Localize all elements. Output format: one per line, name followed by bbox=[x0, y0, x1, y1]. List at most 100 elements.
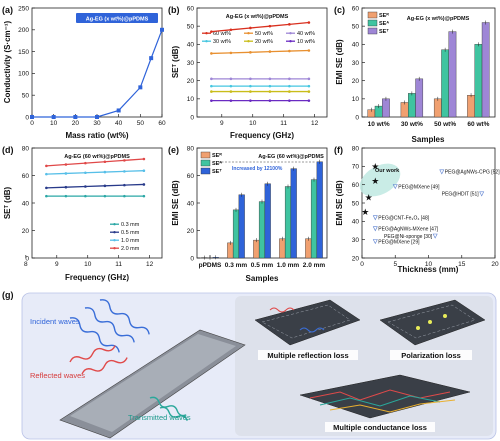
bar-c bbox=[481, 22, 490, 118]
x-tick-label-d: 10 bbox=[84, 261, 92, 268]
x-axis-label-a: Mass ratio (wt%) bbox=[65, 131, 128, 140]
bar-c bbox=[433, 98, 442, 118]
series-point-b bbox=[210, 90, 213, 93]
bar-e bbox=[238, 194, 245, 259]
bar-e bbox=[305, 238, 312, 259]
reflection-illustration bbox=[254, 299, 361, 346]
legend-title-e: Ag-EG (60 wt%)@pPDMS bbox=[258, 154, 324, 160]
series-line-b bbox=[211, 49, 309, 55]
series-point-d bbox=[123, 183, 126, 187]
y-axis-label-d: SEᵀ (dB) bbox=[3, 186, 12, 219]
series-point-d bbox=[103, 194, 107, 198]
series-point-b bbox=[268, 24, 272, 28]
y-tick-label-e: 60 bbox=[187, 173, 195, 180]
x-tick-label-a: 40 bbox=[115, 120, 123, 127]
bar-e bbox=[279, 238, 286, 259]
x-tick-label-d: 9 bbox=[55, 261, 59, 268]
series-point-b bbox=[229, 90, 233, 93]
our-work-highlight bbox=[359, 163, 401, 197]
series-point-b bbox=[210, 52, 213, 55]
our-work-star: ★ bbox=[371, 161, 379, 171]
x-tick-label-a: 30 bbox=[93, 120, 101, 127]
reference-point bbox=[372, 215, 378, 221]
legend-marker-b bbox=[247, 32, 250, 35]
conductivity-point bbox=[138, 85, 143, 90]
x-axis-label-b: Frequency (GHz) bbox=[230, 131, 294, 140]
bar-e bbox=[310, 179, 318, 259]
series-point-b bbox=[210, 84, 213, 88]
series-point-d bbox=[45, 186, 48, 190]
legend-label-b: 60 wt% bbox=[213, 31, 231, 37]
legend-label-e: SEᵀ bbox=[212, 168, 222, 175]
legend-label-c: SEᵀ bbox=[379, 28, 389, 35]
bar-c bbox=[382, 98, 390, 118]
x-tick-label-b: 9 bbox=[220, 120, 224, 127]
annotation-e: Increased by 12100% bbox=[232, 166, 283, 172]
plot-frame-d bbox=[31, 147, 163, 259]
y-axis-label-f: EMI SE (dB) bbox=[335, 180, 344, 226]
bar-e bbox=[316, 161, 323, 259]
bar-e bbox=[258, 201, 266, 259]
y-axis-label-e: EMI SE (dB) bbox=[171, 180, 180, 226]
y-tick-label-c: 10 bbox=[352, 96, 360, 103]
series-point-b bbox=[288, 23, 291, 26]
our-work-star: ★ bbox=[361, 207, 369, 217]
series-point-b bbox=[307, 90, 311, 93]
panel-letter-c: (c) bbox=[334, 5, 345, 15]
legend-swatch-e bbox=[200, 159, 211, 167]
our-work-label: Our work bbox=[375, 168, 400, 174]
legend-box-a bbox=[76, 13, 158, 23]
series-point-b bbox=[229, 28, 233, 32]
series-point-b bbox=[249, 51, 252, 54]
conductance-loss-label: Multiple conductance loss bbox=[333, 423, 427, 432]
bar-e bbox=[227, 242, 234, 259]
legend-label-b: 30 wt% bbox=[213, 39, 231, 45]
series-point-b bbox=[288, 77, 291, 81]
bar-c bbox=[448, 31, 457, 118]
series-point-b bbox=[268, 84, 272, 88]
y-tick-label-b: 50 bbox=[187, 23, 195, 30]
series-point-b bbox=[268, 99, 272, 102]
legend-swatch-c bbox=[367, 19, 378, 27]
reference-label: PEG@AgNWs-CPG [52] bbox=[445, 170, 500, 176]
conductivity-point bbox=[160, 27, 164, 32]
series-line-b bbox=[211, 21, 309, 33]
panel-letter-e: (e) bbox=[168, 145, 179, 155]
category-label-c: 60 wt% bbox=[467, 121, 489, 128]
y-tick-label-c: 50 bbox=[352, 23, 360, 30]
legend-label-b: 20 wt% bbox=[255, 39, 273, 45]
y-tick-label-e: 40 bbox=[187, 200, 195, 207]
y-tick-label-e: 20 bbox=[187, 228, 195, 235]
x-tick-label-f: 5 bbox=[393, 261, 397, 268]
x-axis-label-f: Thickness (mm) bbox=[398, 265, 459, 274]
series-point-b bbox=[229, 51, 233, 55]
legend-marker-d bbox=[113, 239, 116, 242]
x-tick-label-f: 10 bbox=[425, 261, 433, 268]
panel-letter-a: (a) bbox=[2, 5, 13, 15]
x-tick-label-d: 11 bbox=[115, 261, 122, 268]
bar-c bbox=[467, 94, 475, 118]
x-tick-label-d: 8 bbox=[24, 261, 28, 268]
y-tick-label-f: 40 bbox=[352, 219, 360, 226]
legend-marker-d bbox=[113, 231, 116, 234]
series-point-d bbox=[142, 183, 146, 186]
y-tick-label-b: 60 bbox=[187, 5, 195, 12]
y-tick-label-b: 10 bbox=[187, 96, 195, 103]
reference-point bbox=[432, 233, 438, 239]
our-work-star: ★ bbox=[371, 176, 379, 186]
our-work-star: ★ bbox=[365, 193, 373, 203]
series-point-b bbox=[229, 77, 233, 81]
y-tick-label-c: 0 bbox=[355, 114, 359, 121]
reference-label: PEG@Ni-sponge [30] bbox=[384, 234, 433, 240]
polarization-loss-label: Polarization loss bbox=[401, 351, 461, 360]
y-tick-label-f: 30 bbox=[352, 237, 360, 244]
legend-label-b: 50 wt% bbox=[255, 31, 273, 37]
x-tick-label-b: 11 bbox=[280, 120, 287, 127]
series-point-d bbox=[84, 171, 87, 175]
transmitted-wave-1 bbox=[149, 396, 187, 417]
incident-wave-3 bbox=[99, 299, 150, 335]
x-tick-label-a: 10 bbox=[50, 120, 58, 127]
y-tick-label-c: 60 bbox=[352, 5, 360, 12]
